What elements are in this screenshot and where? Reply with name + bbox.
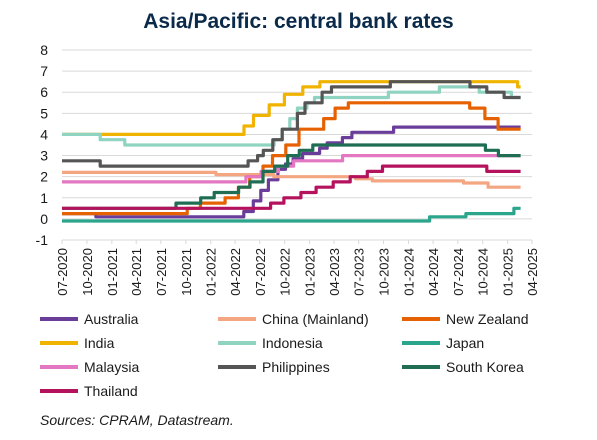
y-tick-label: 7 [40,63,48,79]
y-tick-label: 3 [40,148,48,164]
x-tick-label: 10-2021 [179,248,194,296]
legend-swatch [402,341,440,345]
x-axis-ticks: 07-2020 10-2020 01-2021 04-2021 07-2021 10-20… [55,240,540,296]
legend-label: New Zealand [446,311,529,327]
legend-item: New Zealand [402,309,529,329]
x-tick-label: 07-2023 [352,248,367,296]
series-line-south-korea [62,143,521,210]
series-line-malaysia [62,154,521,184]
line-chart: -1 0 1 2 3 4 5 6 7 8 07-2020 10-2020 01-2021 04-2021… [36,42,540,296]
y-tick-label: 0 [40,211,48,227]
x-tick-label: 04-2022 [228,248,243,296]
legend: Australia China (Mainland) New Zealand Indi… [40,309,590,405]
series-lines [62,80,521,223]
x-tick-label: 10-2022 [278,248,293,296]
legend-item: Philippines [218,357,330,377]
series-line-new-zealand [62,101,521,216]
series-line-thailand [62,164,521,210]
y-tick-label: 4 [40,126,48,142]
legend-swatch [218,341,256,345]
x-tick-label: 01-2023 [303,248,318,296]
x-tick-label: 10-2020 [80,248,95,296]
x-tick-label: 07-2020 [55,248,70,296]
legend-label: Thailand [84,383,138,399]
legend-item: Indonesia [218,333,323,353]
y-tick-label: 6 [40,84,48,100]
series-line-japan [62,206,521,223]
y-tick-label: 5 [40,105,48,121]
x-tick-label: 01-2021 [105,248,120,296]
legend-item: South Korea [402,357,524,377]
legend-item: Japan [402,333,484,353]
x-tick-label: 04-2024 [426,248,441,296]
x-tick-label: 01-2022 [204,248,219,296]
x-tick-label: 10-2024 [476,248,491,296]
legend-item: India [40,333,114,353]
y-axis-ticks: -1 0 1 2 3 4 5 6 7 8 [36,42,49,248]
legend-item: China (Mainland) [218,309,369,329]
legend-item: Thailand [40,381,138,401]
legend-label: India [84,335,115,351]
legend-label: Australia [84,311,139,327]
legend-swatch [402,365,440,369]
x-tick-label: 04-2023 [327,248,342,296]
legend-label: Malaysia [84,359,140,375]
legend-swatch [40,317,78,321]
x-tick-label: 07-2024 [451,248,466,296]
series-line-china-mainland [62,170,521,189]
x-tick-label: 01-2025 [501,248,516,296]
legend-label: Philippines [262,359,330,375]
legend-label: Japan [446,335,485,351]
chart-title: Asia/Pacific: central bank rates [143,10,454,33]
legend-swatch [402,317,440,321]
legend-item: Australia [40,309,138,329]
x-tick-label: 07-2021 [154,248,169,296]
legend-swatch [40,389,78,393]
legend-swatch [40,341,78,345]
legend-swatch [218,365,256,369]
y-tick-label: -1 [36,232,49,248]
x-tick-label: 10-2023 [377,248,392,296]
series-line-indonesia [62,85,521,147]
series-line-philippines [62,80,521,168]
y-tick-label: 1 [40,190,48,206]
x-tick-label: 01-2024 [401,248,416,296]
legend-label: Indonesia [262,335,323,351]
legend-item: Malaysia [40,357,139,377]
legend-swatch [40,365,78,369]
legend-label: China (Mainland) [262,311,369,327]
y-tick-label: 8 [40,42,48,58]
x-tick-label: 04-2025 [525,248,540,296]
x-tick-label: 04-2021 [129,248,144,296]
x-tick-label: 07-2022 [253,248,268,296]
legend-label: South Korea [446,359,524,375]
y-tick-label: 2 [40,169,48,185]
legend-swatch [218,317,256,321]
sources-note: Sources: CPRAM, Datastream. [40,412,234,428]
